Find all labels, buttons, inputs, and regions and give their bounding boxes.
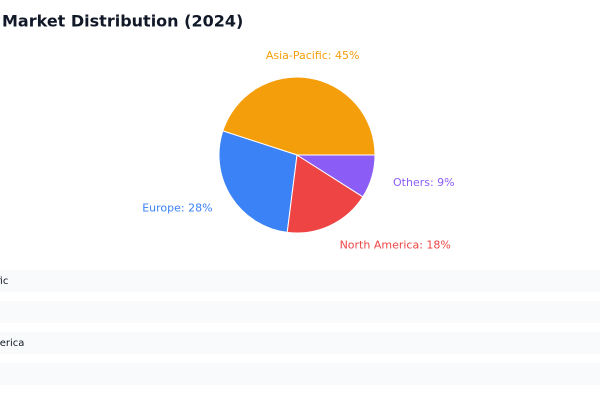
slice-label: North America: 18% [340, 238, 451, 251]
legend-row [0, 301, 600, 323]
legend-label: Asia-Pacific [0, 276, 8, 287]
chart-title: Market Distribution (2024) [2, 12, 243, 31]
pie-slice [295, 154, 376, 198]
pie-slice [218, 130, 298, 233]
slice-label: Europe: 28% [142, 202, 212, 215]
legend-row [0, 332, 600, 354]
pie-slice [286, 154, 364, 234]
slice-label: Others: 9% [393, 176, 455, 189]
legend-label: North America [0, 338, 24, 349]
legend-row [0, 363, 600, 385]
pie-slice [222, 76, 376, 156]
legend-row [0, 270, 600, 292]
slice-label: Asia-Pacific: 45% [266, 49, 360, 62]
